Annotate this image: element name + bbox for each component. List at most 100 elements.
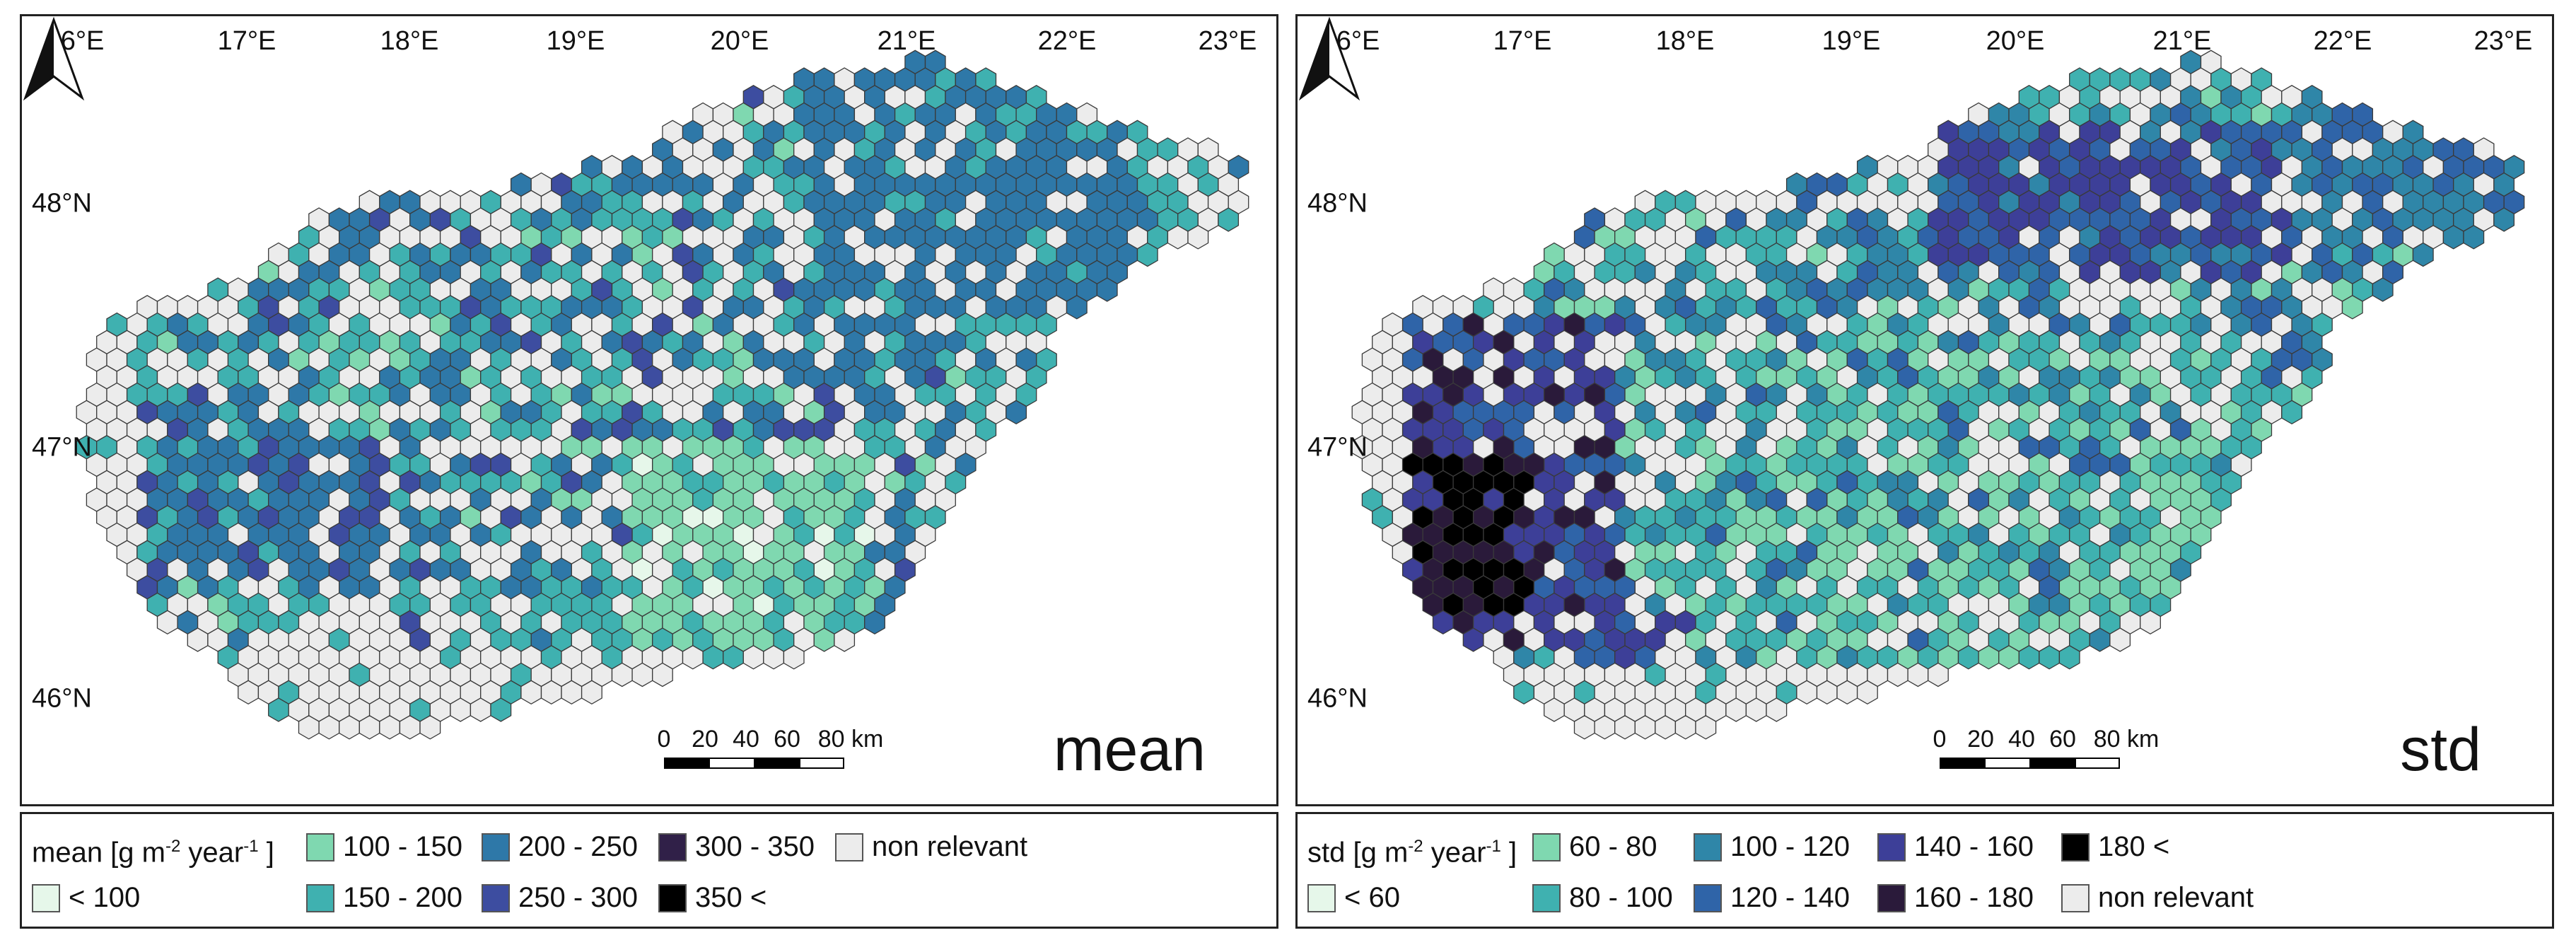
lon-label: 22°E bbox=[2313, 26, 2372, 56]
lat-label: 48°N bbox=[32, 188, 92, 219]
legend-item: 180 < bbox=[2061, 831, 2169, 863]
legend-item: 250 - 300 bbox=[482, 882, 638, 914]
legend-item: 200 - 250 bbox=[482, 831, 638, 863]
hex-cell bbox=[834, 627, 856, 652]
swatch bbox=[482, 832, 510, 861]
scale-label: 0 bbox=[657, 726, 671, 753]
panel-title: mean bbox=[1053, 716, 1206, 784]
hex-cell bbox=[490, 697, 512, 722]
lon-label: 23°E bbox=[2473, 26, 2533, 56]
north-arrow-icon bbox=[23, 16, 85, 101]
hex-cell bbox=[1766, 697, 1788, 722]
hex-cell bbox=[2493, 207, 2515, 232]
legend-std: std [g m-2 year-1 ] 60 - 80 100 - 120 14… bbox=[1295, 812, 2554, 929]
legend-item: 60 - 80 bbox=[1532, 831, 1657, 863]
legend-item: 160 - 180 bbox=[1877, 882, 2034, 914]
swatch bbox=[1877, 883, 1906, 912]
scale-label: 60 bbox=[774, 726, 800, 753]
legend-item: 100 - 150 bbox=[306, 831, 462, 863]
swatch bbox=[1532, 832, 1561, 861]
lon-label: 17°E bbox=[217, 26, 276, 56]
hex-cell bbox=[1136, 242, 1158, 267]
legend-item: non relevant bbox=[835, 831, 1027, 863]
hex-map-mean bbox=[76, 50, 1249, 740]
hex-cell bbox=[2281, 400, 2303, 425]
legend-mean: mean [g m-2 year-1 ] 100 - 150 200 - 250… bbox=[20, 812, 1278, 929]
lon-label: 18°E bbox=[1655, 26, 1715, 56]
legend-item: 100 - 120 bbox=[1694, 831, 1850, 863]
lat-label: 47°N bbox=[1307, 432, 1368, 463]
legend-item: 140 - 160 bbox=[1877, 831, 2034, 863]
scale-label: 0 bbox=[1933, 726, 1947, 753]
swatch bbox=[32, 883, 60, 912]
legend-item: < 100 bbox=[32, 882, 140, 914]
scale-label: 20 bbox=[1967, 726, 1994, 753]
hex-cell bbox=[1218, 207, 1240, 232]
scale-label: 20 bbox=[692, 726, 718, 753]
hex-cell bbox=[2109, 627, 2131, 652]
legend-title: std [g m-2 year-1 ] bbox=[1307, 837, 1517, 869]
scale-label: 60 bbox=[2049, 726, 2076, 753]
lon-label: 22°E bbox=[1037, 26, 1097, 56]
map-panel-mean: 16°E 17°E 18°E 19°E 20°E 21°E 22°E 23°E … bbox=[20, 14, 1278, 806]
hex-cell bbox=[2140, 610, 2161, 635]
hex-cell bbox=[1066, 295, 1088, 320]
scale-label: 80 km bbox=[817, 726, 884, 753]
hex-cell bbox=[652, 662, 673, 687]
swatch bbox=[2061, 883, 2090, 912]
hex-cell bbox=[1928, 662, 1949, 687]
hex-cell bbox=[1695, 715, 1717, 740]
lat-label: 48°N bbox=[1307, 188, 1368, 219]
swatch bbox=[2061, 832, 2090, 861]
hex-cell bbox=[1856, 680, 1878, 705]
hex-cell bbox=[783, 645, 805, 670]
hex-cell bbox=[419, 715, 441, 740]
hex-cell bbox=[864, 610, 885, 635]
map-panel-std: 16°E 17°E 18°E 19°E 20°E 21°E 22°E 23°E … bbox=[1295, 14, 2554, 806]
legend-title: mean [g m-2 year-1 ] bbox=[32, 837, 274, 869]
hex-map-std bbox=[1351, 50, 2525, 740]
swatch bbox=[306, 883, 334, 912]
lat-label: 46°N bbox=[1307, 683, 1368, 714]
swatch bbox=[1307, 883, 1336, 912]
hex-cell bbox=[2372, 277, 2394, 302]
swatch bbox=[482, 883, 510, 912]
lat-label: 46°N bbox=[32, 683, 92, 714]
hex-cell bbox=[2341, 295, 2363, 320]
swatch bbox=[1694, 832, 1722, 861]
scale-label: 40 bbox=[733, 726, 759, 753]
swatch bbox=[658, 832, 687, 861]
lon-label: 21°E bbox=[877, 26, 936, 56]
scale-label: 80 km bbox=[2093, 726, 2160, 753]
hex-cell bbox=[1187, 225, 1209, 250]
lon-label: 18°E bbox=[380, 26, 439, 56]
legend-item: 350 < bbox=[658, 882, 767, 914]
swatch bbox=[835, 832, 863, 861]
legend-item: 120 - 140 bbox=[1694, 882, 1850, 914]
lon-label: 19°E bbox=[1822, 26, 1881, 56]
scale-label: 40 bbox=[2008, 726, 2035, 753]
lon-label: 20°E bbox=[710, 26, 769, 56]
hex-cell bbox=[1096, 277, 1118, 302]
legend-item: non relevant bbox=[2061, 882, 2254, 914]
hex-cell bbox=[2412, 242, 2434, 267]
scale-bar: 0 20 40 60 80 km bbox=[657, 726, 883, 774]
hex-cell bbox=[2058, 645, 2080, 670]
swatch bbox=[1532, 883, 1561, 912]
legend-item: 150 - 200 bbox=[306, 882, 462, 914]
panel-title: std bbox=[2400, 716, 2481, 784]
scale-bar: 0 20 40 60 80 km bbox=[1933, 726, 2159, 774]
hex-cell bbox=[1006, 400, 1027, 425]
legend-item: 300 - 350 bbox=[658, 831, 815, 863]
lat-label: 47°N bbox=[32, 432, 92, 463]
north-arrow-icon bbox=[1298, 16, 1360, 101]
lon-label: 23°E bbox=[1198, 26, 1257, 56]
swatch bbox=[1694, 883, 1722, 912]
lon-label: 19°E bbox=[546, 26, 605, 56]
swatch bbox=[658, 883, 687, 912]
swatch bbox=[1877, 832, 1906, 861]
hex-cell bbox=[2463, 225, 2485, 250]
hex-cell bbox=[581, 680, 602, 705]
lon-label: 21°E bbox=[2152, 26, 2212, 56]
lon-label: 20°E bbox=[1986, 26, 2045, 56]
